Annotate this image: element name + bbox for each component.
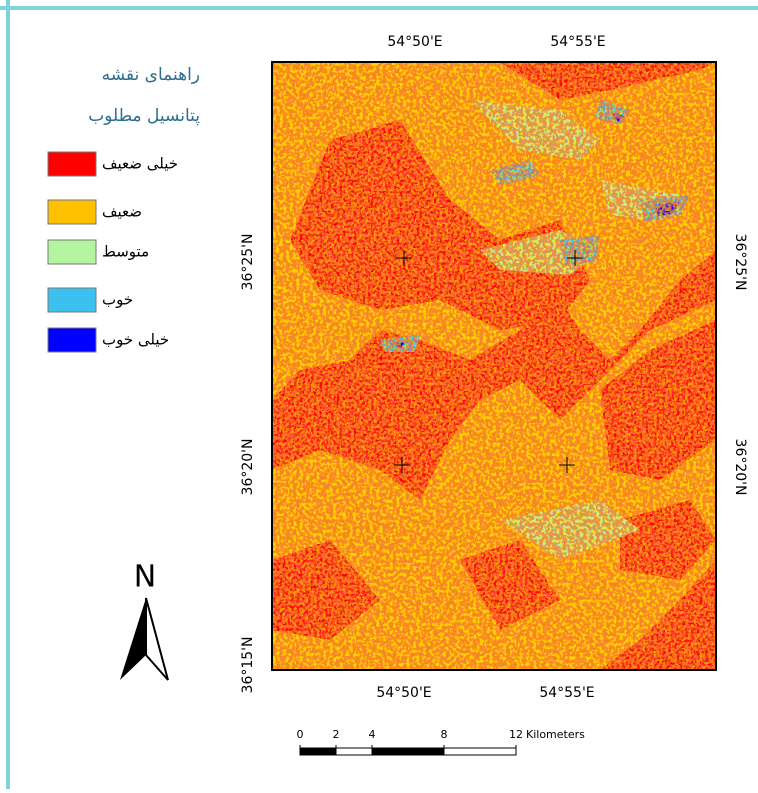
coord-label: 36°20'N	[732, 439, 748, 496]
coord-label: 36°25'N	[240, 234, 256, 291]
north-label: N	[134, 560, 156, 595]
scale-label: 0	[297, 728, 304, 741]
coord-label: 54°50'E	[387, 34, 442, 50]
coord-label: 54°50'E	[376, 685, 431, 701]
coord-label: 36°25'N	[732, 234, 748, 291]
raster	[272, 62, 716, 670]
texture	[272, 62, 716, 670]
scale-unit: Kilometers	[526, 728, 585, 741]
coord-label: 36°20'N	[240, 439, 256, 496]
scale-segment	[444, 748, 516, 755]
scale-label: 12	[509, 728, 523, 741]
coord-label: 36°15'N	[240, 637, 256, 694]
legend-label: خیلی ضعیف	[102, 155, 178, 173]
legend-label: خوب	[102, 291, 133, 309]
scale-label: 8	[441, 728, 448, 741]
coord-label: 54°55'E	[550, 34, 605, 50]
legend-title: پتانسیل مطلوب	[88, 106, 200, 126]
legend-swatch	[48, 240, 96, 264]
coord-label: 54°55'E	[539, 685, 594, 701]
scale-segment	[300, 748, 336, 755]
legend-title: راهنمای نقشه	[102, 65, 200, 85]
legend-label: خیلی خوب	[102, 331, 169, 349]
scale-label: 2	[333, 728, 340, 741]
legend-swatch	[48, 328, 96, 352]
legend-label: ضعیف	[102, 203, 142, 221]
scale-label: 4	[369, 728, 376, 741]
legend-swatch	[48, 152, 96, 176]
legend-swatch	[48, 200, 96, 224]
scale-segment	[336, 748, 372, 755]
scale-segment	[372, 748, 444, 755]
legend-label: متوسط	[102, 243, 149, 261]
legend-swatch	[48, 288, 96, 312]
map-layout: 54°50'E 54°55'E 54°50'E 54°55'E 36°25'N …	[0, 0, 758, 789]
